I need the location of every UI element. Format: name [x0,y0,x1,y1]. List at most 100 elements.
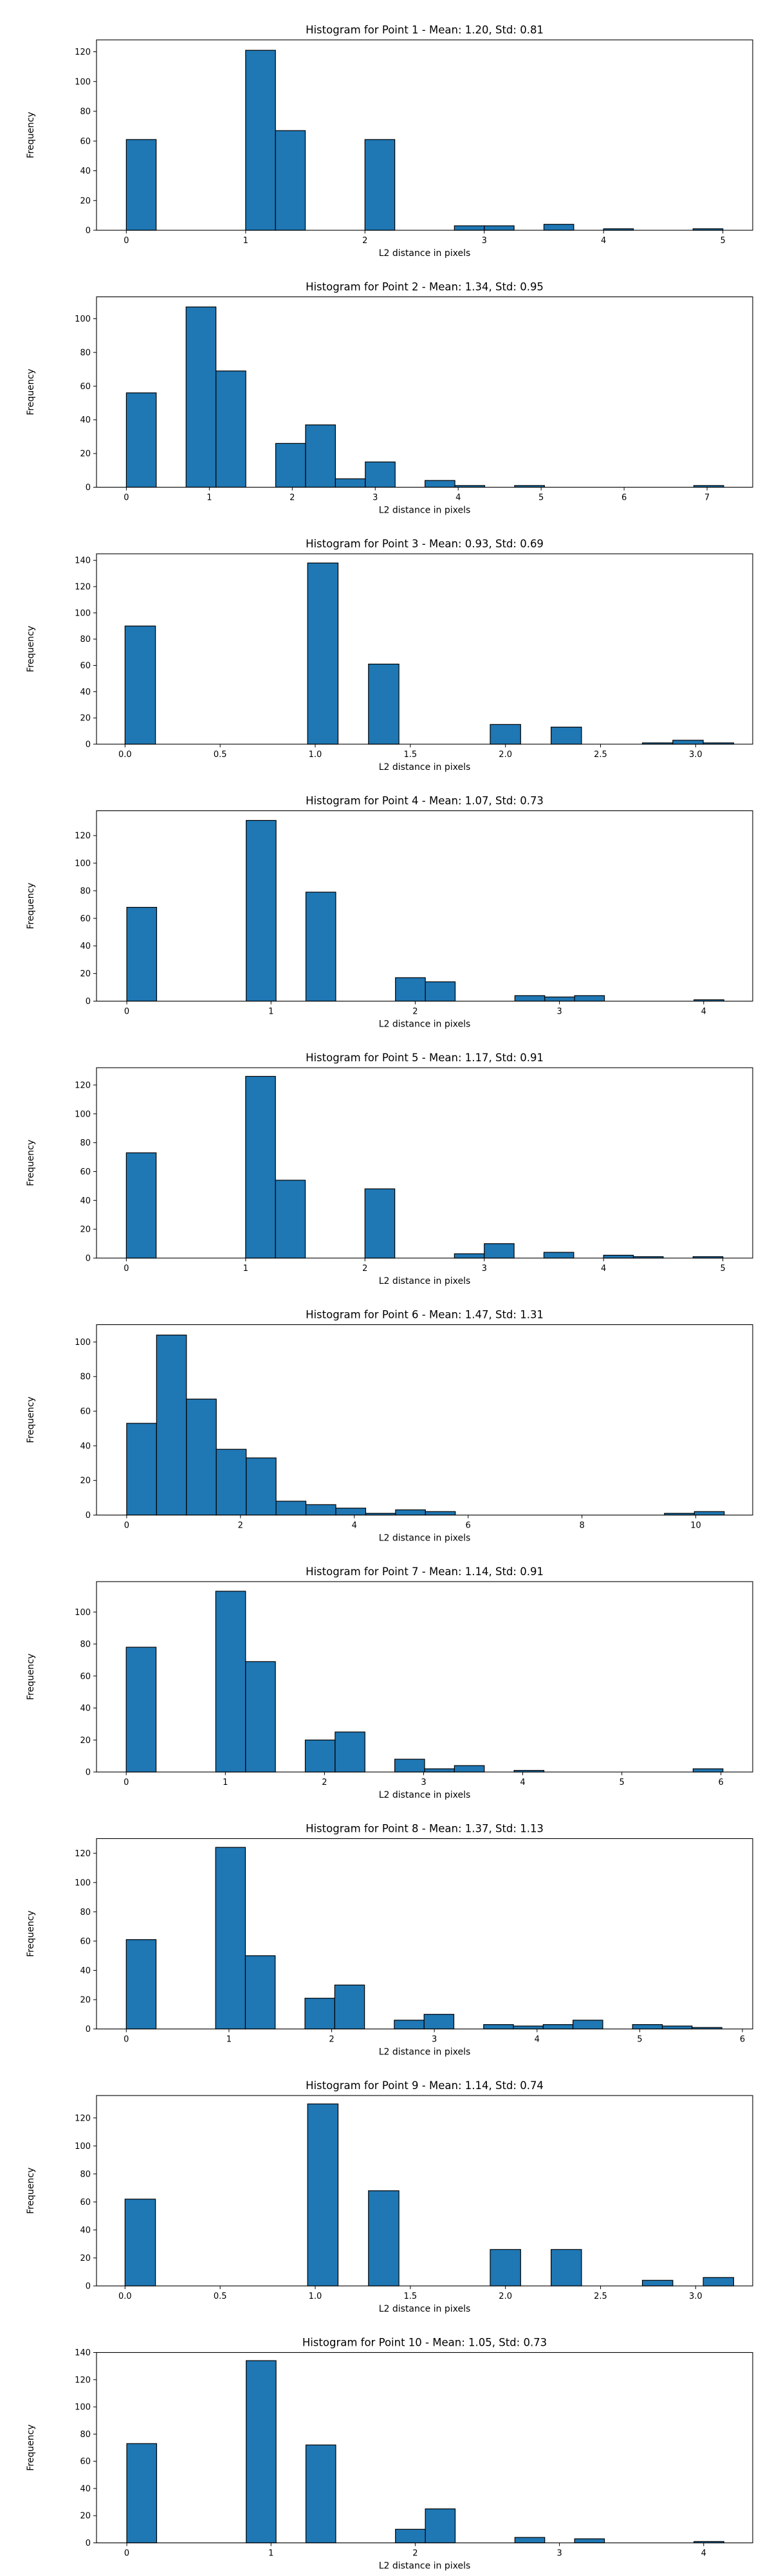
histogram-bar [216,1448,247,1516]
x-tick-label: 4 [601,1264,606,1274]
y-tick-label: 0 [86,2539,91,2548]
y-tick-label: 140 [75,2348,91,2358]
x-tick-label: 1 [243,236,248,246]
histogram-bar [246,819,277,1002]
y-tick-label: 80 [80,107,91,117]
histogram-bar [484,225,515,231]
x-tick-label: 5 [637,2035,642,2045]
histogram-bar [394,2020,425,2030]
y-tick-label: 100 [75,1878,91,1888]
histogram-bar [454,1765,485,1773]
y-tick-label: 0 [86,483,91,493]
x-tick-label: 4 [601,236,606,246]
y-tick-label: 80 [80,2430,91,2440]
x-axis-label: L2 distance in pixels [379,506,471,516]
x-tick-label: 0 [124,1264,129,1274]
x-axis-label: L2 distance in pixels [379,1019,471,1030]
y-tick-label: 100 [75,859,91,869]
x-tick-label: 1 [243,1264,248,1274]
x-tick-label: 2.5 [594,750,607,760]
y-tick-label: 100 [75,315,91,324]
y-tick-label: 100 [75,2403,91,2413]
y-tick-label: 120 [75,832,91,841]
x-axis-label: L2 distance in pixels [379,2304,471,2314]
histogram-bar [425,1511,456,1516]
y-tick-label: 120 [75,1849,91,1859]
x-tick-label: 0 [124,2549,129,2559]
x-axis-label: L2 distance in pixels [379,1276,471,1286]
histogram-bar [275,1501,307,1516]
histogram-bar [305,424,336,488]
histogram-bar [125,392,157,488]
y-tick-label: 140 [75,556,91,566]
histogram-bar [335,1731,365,1773]
y-tick-label: 100 [75,2142,91,2151]
x-tick-label: 3 [372,493,378,503]
histogram-bar [632,2024,663,2030]
histogram-bar [307,2103,339,2287]
plot-frame [96,296,753,488]
histogram-bar [692,1768,724,1773]
plot-frame [96,1838,753,2030]
histogram-bar [544,996,575,1002]
x-tick-label: 3 [556,2549,562,2559]
histogram-bar [305,1504,336,1516]
x-tick-label: 4 [352,1521,357,1531]
x-tick-label: 6 [466,1521,471,1531]
x-tick-label: 1 [223,1778,228,1787]
histogram-bar [304,1739,336,1773]
histogram-bar [364,1188,396,1259]
histogram-bar [246,1457,277,1516]
histogram-bar [125,139,157,231]
histogram-panel-10: Histogram for Point 10 - Mean: 1.05, Std… [26,2337,753,2571]
histogram-bar [483,2024,514,2030]
x-tick-label: 2 [322,1778,327,1787]
y-tick-label: 0 [86,1254,91,1264]
chart-title: Histogram for Point 1 - Mean: 1.20, Std:… [306,24,544,36]
chart-title: Histogram for Point 9 - Mean: 1.14, Std:… [306,2079,544,2092]
x-tick-label: 3.0 [689,750,703,760]
x-tick-label: 2.0 [499,750,512,760]
histogram-bar [126,1423,157,1516]
y-tick-label: 40 [80,167,91,176]
x-tick-label: 0 [124,493,129,503]
histogram-bar [125,1152,157,1259]
x-axis-label: L2 distance in pixels [379,2561,471,2571]
x-tick-label: 1.0 [309,750,322,760]
x-tick-label: 5 [619,1778,624,1787]
histogram-bar [305,2444,336,2544]
y-tick-label: 0 [86,2282,91,2292]
histogram-bar [641,2279,674,2287]
chart-title: Histogram for Point 2 - Mean: 1.34, Std:… [306,281,544,293]
plot-frame [96,39,753,231]
y-tick-label: 120 [75,583,91,592]
x-tick-label: 3 [556,1007,562,1017]
x-tick-label: 4 [520,1778,525,1787]
histogram-bar [125,1647,157,1773]
x-tick-label: 0.5 [214,2292,227,2301]
y-tick-label: 20 [80,1476,91,1486]
histogram-panel-8: Histogram for Point 8 - Mean: 1.37, Std:… [26,1823,753,2058]
y-tick-label: 60 [80,1167,91,1177]
histogram-bar [216,370,246,488]
y-tick-label: 120 [75,1081,91,1090]
histogram-bar [215,1847,246,2030]
histogram-bar [661,2025,693,2030]
histogram-panel-3: Histogram for Point 3 - Mean: 0.93, Std:… [26,538,753,772]
histogram-bar [186,1398,217,1516]
chart-title: Histogram for Point 8 - Mean: 1.37, Std:… [306,1823,544,1835]
y-tick-label: 40 [80,416,91,425]
y-tick-label: 0 [86,1511,91,1521]
y-tick-label: 20 [80,196,91,206]
y-tick-label: 60 [80,914,91,924]
x-tick-label: 2 [329,2035,334,2045]
y-axis-label: Frequency [26,2168,36,2214]
histogram-bar [185,306,217,488]
histogram-panel-6: Histogram for Point 6 - Mean: 1.47, Std:… [26,1309,753,1544]
x-tick-label: 4 [535,2035,540,2045]
y-tick-label: 60 [80,2457,91,2467]
histogram-bar [156,1335,187,1516]
y-tick-label: 20 [80,969,91,979]
x-tick-label: 3.0 [689,2292,703,2301]
x-tick-label: 0.0 [118,750,132,760]
